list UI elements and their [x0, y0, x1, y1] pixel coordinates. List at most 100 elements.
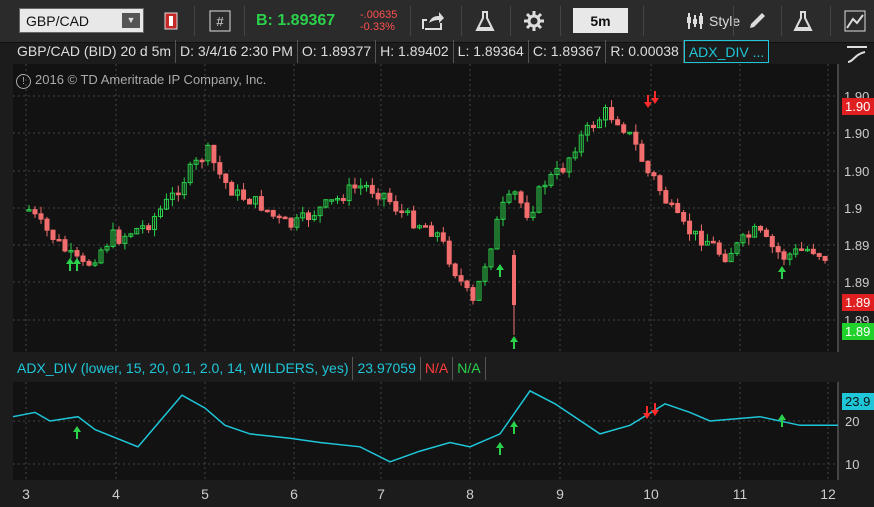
ohlc-date: D: 3/4/16 2:30 PM — [176, 40, 298, 63]
candle-body — [633, 131, 639, 145]
candle-body — [32, 209, 38, 215]
candle-body — [746, 234, 752, 238]
candle-body — [566, 157, 572, 173]
candle-body — [258, 196, 264, 211]
candle-body — [26, 209, 32, 212]
candle-body — [722, 253, 728, 263]
timeframe-button[interactable]: 5m — [573, 8, 628, 33]
candle-body — [358, 185, 364, 189]
candle-body — [500, 201, 506, 220]
candle-body — [816, 253, 822, 257]
candle-body — [229, 181, 235, 196]
candle-body — [615, 119, 621, 126]
candle-body — [74, 250, 80, 257]
sell-signal-arrow — [651, 403, 659, 416]
candle-body — [639, 143, 645, 162]
candle-body — [300, 212, 306, 219]
buy-signal-arrow — [496, 442, 504, 455]
style-label: Style — [709, 12, 741, 29]
price-badge-current — [842, 323, 874, 340]
candle-body — [752, 225, 758, 238]
candle-body — [775, 246, 781, 253]
dropdown-icon[interactable]: ▼ — [122, 13, 140, 28]
candle-body — [512, 191, 518, 195]
candle-body — [181, 182, 187, 196]
price-tick-label: 1.89 — [844, 238, 869, 253]
candle-body — [270, 209, 276, 217]
candle-body — [369, 184, 375, 194]
drawing-icon[interactable] — [842, 8, 868, 33]
price-badge-red — [842, 294, 874, 311]
x-tick-label: 8 — [466, 486, 474, 502]
candle-body — [306, 212, 311, 221]
candle-body — [264, 209, 270, 213]
study-tick-label: 20 — [845, 414, 859, 429]
toolbar: GBP/CAD ▼ # B: 1.89367 -.00635 -0.33% 5m… — [0, 0, 874, 43]
candle-body — [698, 230, 704, 246]
ohlc-range: R: 0.00038 — [606, 40, 684, 63]
studies-flask-icon[interactable] — [790, 8, 816, 33]
study-value: 23.97059 — [353, 357, 421, 380]
candle-body — [282, 216, 288, 220]
buy-signal-arrow — [73, 258, 81, 271]
candle-body — [399, 210, 405, 214]
price-panel[interactable] — [13, 64, 839, 352]
candle-body — [276, 215, 282, 219]
candle-body — [572, 151, 578, 159]
sell-signal-arrow — [644, 95, 652, 108]
x-tick-label: 4 — [112, 486, 120, 502]
symbol-selector[interactable]: GBP/CAD ▼ — [19, 8, 144, 33]
candle-body — [781, 251, 787, 260]
ohlc-open: O: 1.89377 — [298, 40, 377, 63]
price-tick-label: 1.89 — [844, 275, 869, 290]
candle-body — [323, 199, 329, 208]
candle-body — [548, 174, 554, 186]
candle-body — [98, 249, 104, 264]
x-tick-label: 12 — [820, 486, 836, 502]
candle-body — [128, 233, 134, 237]
candle-body — [317, 206, 323, 217]
study-label[interactable]: ADX_DIV ... — [683, 40, 770, 63]
candle-body — [793, 248, 799, 255]
link-icon[interactable] — [158, 8, 184, 33]
candle-body — [140, 225, 146, 229]
candle-body — [704, 240, 710, 246]
price-change: -.00635 -0.33% — [360, 9, 397, 33]
style-menu[interactable]: Style — [685, 8, 740, 33]
share-icon[interactable] — [420, 8, 446, 33]
candle-body — [417, 225, 423, 229]
candle-body — [609, 107, 615, 121]
candle-body — [311, 215, 317, 221]
candle-body — [104, 245, 110, 251]
candle-body — [740, 234, 746, 244]
buy-signal-arrow — [510, 421, 518, 434]
buy-signal-arrow — [73, 426, 81, 439]
candle-body — [584, 124, 590, 136]
candle-body — [799, 248, 805, 251]
flask-icon[interactable] — [472, 8, 498, 33]
candle-body — [163, 198, 169, 210]
candle-body — [86, 260, 92, 266]
candle-body — [645, 160, 651, 174]
candle-body — [657, 175, 663, 192]
candle-body — [763, 229, 769, 237]
candle-body — [590, 124, 596, 129]
ohlc-low: L: 1.89364 — [454, 40, 529, 63]
study-badge-text: 23.9 — [845, 394, 870, 409]
candle-body — [199, 159, 205, 163]
copyright-text: 2016 © TD Ameritrade IP Company, Inc. — [35, 72, 267, 87]
sell-signal-arrow — [651, 91, 659, 104]
flag-icon — [164, 12, 178, 29]
grid-icon[interactable]: # — [207, 8, 233, 33]
candle-body — [375, 192, 381, 200]
candle-body — [822, 255, 828, 261]
candle-body — [411, 210, 417, 229]
symbol-text: GBP/CAD — [26, 12, 90, 29]
pencil-icon[interactable] — [744, 8, 770, 33]
expand-icon[interactable] — [845, 44, 869, 71]
ohlc-high: H: 1.89402 — [376, 40, 454, 63]
candle-body — [560, 167, 566, 173]
candle-body — [627, 131, 633, 135]
candle-body — [235, 189, 241, 196]
gear-icon[interactable] — [521, 8, 547, 33]
